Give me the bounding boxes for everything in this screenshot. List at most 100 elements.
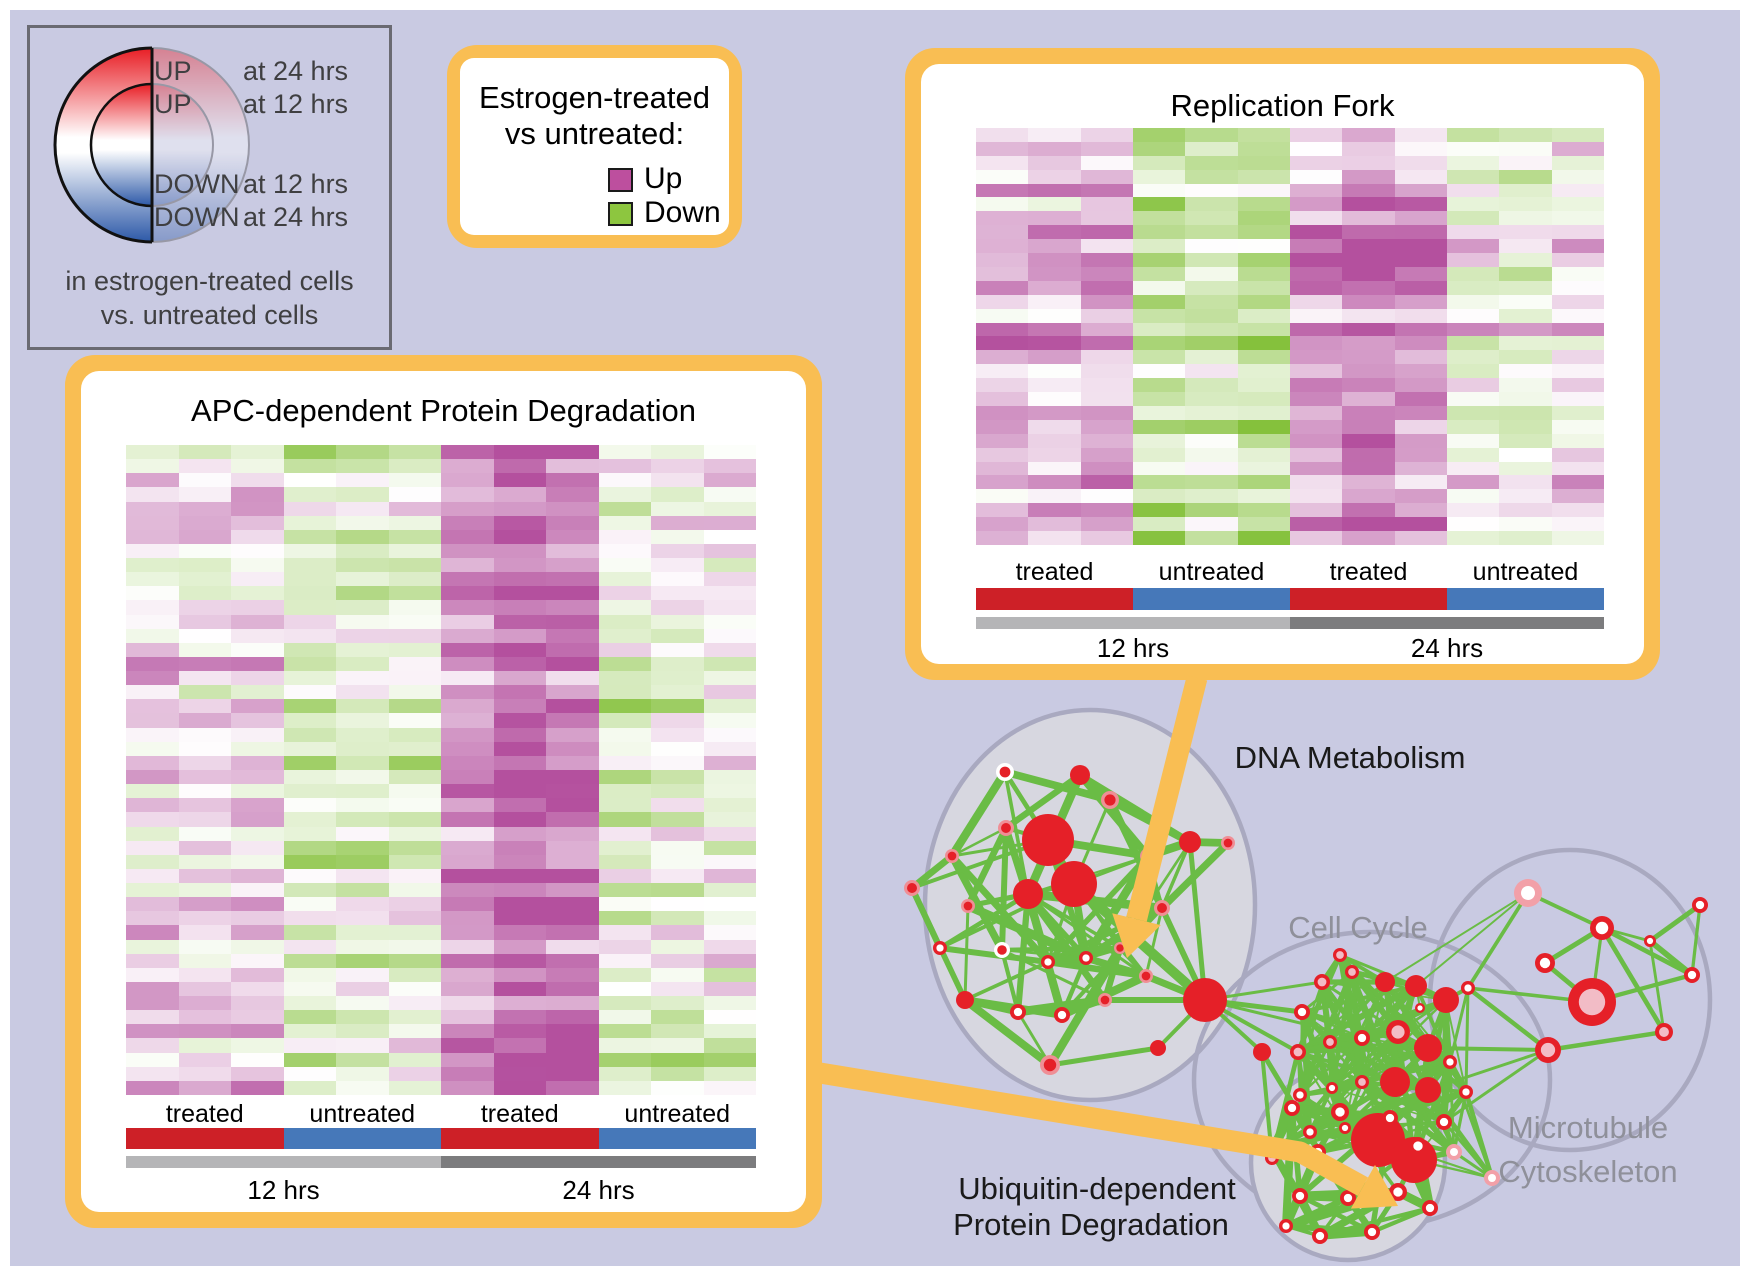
heatmap-cell — [1237, 183, 1290, 198]
heatmap-cell — [388, 1010, 441, 1025]
heatmap-cell — [336, 529, 389, 544]
heatmap-cell — [441, 628, 494, 643]
heatmap-cell — [598, 628, 651, 643]
heatmap-cell — [1394, 308, 1447, 323]
heatmap-cell — [441, 699, 494, 714]
replication-time-bar — [976, 617, 1604, 629]
heatmap-cell — [703, 558, 756, 573]
bar-24hrs — [1290, 617, 1604, 629]
heatmap-cell — [703, 812, 756, 827]
heatmap-cell — [1499, 419, 1552, 434]
heatmap-cell — [598, 868, 651, 884]
heatmap-cell — [1080, 197, 1133, 212]
heatmap-cell — [1499, 183, 1552, 198]
heatmap-cell — [1394, 405, 1447, 420]
heatmap-cell — [1499, 294, 1552, 309]
updown-row-dir: UP — [154, 56, 192, 86]
heatmap-cell — [703, 883, 756, 898]
heatmap-cell — [703, 967, 756, 982]
heatmap-cell — [231, 727, 284, 742]
heatmap-cell — [1289, 294, 1343, 309]
heatmap-cell — [126, 741, 179, 756]
heatmap-cell — [1499, 475, 1552, 490]
heatmap-cell — [493, 840, 546, 855]
network-node — [1380, 1067, 1410, 1097]
heatmap-cell — [1237, 489, 1290, 504]
heatmap-cell — [283, 925, 336, 940]
group-label-treated: treated — [1329, 558, 1408, 586]
heatmap-cell — [703, 925, 756, 940]
heatmap-cell — [598, 572, 651, 587]
heatmap-cell — [493, 558, 546, 573]
heatmap-cell — [126, 967, 179, 982]
heatmap-cell — [976, 169, 1029, 184]
network-edge — [1427, 1048, 1549, 1092]
heatmap-cell — [1342, 489, 1395, 504]
heatmap-cell — [126, 515, 179, 530]
heatmap-cell — [1237, 322, 1290, 337]
heatmap-cell — [651, 840, 704, 855]
heatmap-cell — [1446, 183, 1500, 198]
heatmap-cell — [178, 685, 231, 700]
heatmap-cell — [703, 445, 756, 460]
heatmap-cell — [651, 586, 704, 601]
heatmap-cell — [231, 628, 284, 643]
heatmap-cell — [441, 515, 494, 530]
heatmap-cell — [126, 543, 179, 559]
heatmap-cell — [493, 953, 546, 968]
heatmap-cell — [1289, 336, 1343, 351]
network-node — [1100, 995, 1110, 1005]
heatmap-cell — [493, 897, 546, 912]
heatmap-cell — [976, 350, 1029, 365]
group-label-treated: treated — [1015, 558, 1094, 586]
heatmap-cell — [178, 911, 231, 926]
network-edge — [1285, 1222, 1373, 1236]
heatmap-cell — [598, 741, 651, 756]
heatmap-cell — [283, 953, 336, 968]
heatmap-cell — [1446, 336, 1500, 351]
heatmap-cell — [178, 840, 231, 855]
heatmap-cell — [493, 784, 546, 799]
heatmap-cell — [493, 642, 546, 657]
heatmap-cell — [598, 487, 651, 502]
treated-bar — [126, 1128, 284, 1149]
heatmap-cell — [336, 812, 389, 827]
heatmap-cell — [976, 322, 1029, 337]
heatmap-cell — [388, 459, 441, 474]
heatmap-cell — [1499, 447, 1552, 462]
heatmap-cell — [651, 558, 704, 573]
heatmap-cell — [1237, 336, 1290, 351]
network-node — [1687, 970, 1697, 980]
heatmap-cell — [1394, 392, 1447, 406]
heatmap-cell — [1028, 322, 1081, 337]
heatmap-cell — [1446, 419, 1500, 434]
heatmap-cell — [1551, 392, 1604, 406]
heatmap-cell — [388, 614, 441, 629]
heatmap-cell — [231, 656, 284, 672]
heatmap-cell — [1289, 266, 1343, 281]
heatmap-cell — [1342, 405, 1395, 420]
heatmap-cell — [388, 840, 441, 855]
heatmap-cell — [703, 798, 756, 813]
heatmap-cell — [1028, 378, 1081, 393]
heatmap-cell — [703, 699, 756, 714]
heatmap-cell — [1342, 294, 1395, 309]
heatmap-cell — [283, 501, 336, 516]
heatmap-cell — [1237, 461, 1290, 476]
heatmap-cell — [388, 967, 441, 982]
heatmap-cell — [336, 996, 389, 1011]
heatmap-cell — [283, 713, 336, 728]
heatmap-cell — [1237, 517, 1290, 532]
heatmap-cell — [546, 996, 599, 1011]
heatmap-cell — [1499, 280, 1552, 295]
network-node — [1150, 1040, 1166, 1056]
heatmap-cell — [1185, 169, 1238, 184]
heatmap-cell — [1132, 475, 1186, 490]
heatmap-cell — [441, 1066, 494, 1081]
heatmap-cell — [441, 868, 494, 884]
network-edge — [1004, 772, 1082, 831]
network-node — [1539, 957, 1551, 969]
heatmap-cell — [976, 531, 1029, 545]
heatmap-cell — [976, 336, 1029, 351]
heatmap-cell — [178, 755, 231, 770]
